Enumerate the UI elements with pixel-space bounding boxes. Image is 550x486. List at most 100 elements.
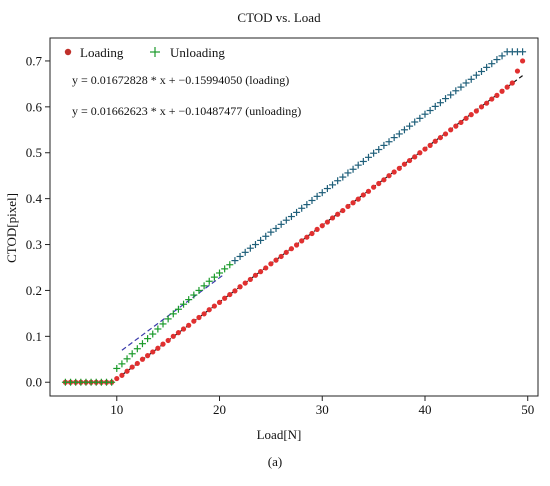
unloading-point [431, 102, 439, 110]
unloading-point [308, 196, 316, 204]
loading-point [391, 169, 397, 175]
legend-unloading-marker [150, 47, 160, 57]
loading-point [124, 368, 130, 374]
unloading-point [210, 273, 218, 281]
unloading-point [344, 169, 352, 177]
loading-point [134, 360, 140, 367]
y-tick-label: 0.4 [26, 191, 43, 206]
unloading-point [231, 257, 239, 265]
unloading-point [262, 232, 270, 240]
unloading-point [287, 213, 295, 221]
unloading-point [216, 269, 224, 277]
loading-point [288, 246, 295, 252]
unloading-point [251, 241, 259, 249]
x-axis-label: Load[N] [257, 427, 302, 442]
plot-frame [49, 37, 539, 397]
unloading-point [400, 126, 408, 134]
unloading-point [411, 118, 419, 126]
unloading-point [477, 68, 485, 76]
x-tick-label: 20 [213, 402, 226, 417]
x-tick-label: 30 [316, 402, 329, 417]
loading-point [489, 96, 495, 102]
loading-point [473, 108, 479, 114]
unloading-point [318, 189, 326, 197]
loading-point [504, 84, 510, 90]
loading-point [371, 184, 377, 190]
loading-point [514, 68, 521, 74]
unloading-point [257, 236, 265, 244]
unloading-point [113, 364, 121, 372]
unloading-point [241, 248, 249, 256]
unloading-point [436, 99, 444, 107]
loading-point [463, 115, 469, 121]
legend-loading-marker [64, 48, 72, 56]
loading-point [417, 150, 423, 156]
unloading-point [108, 378, 116, 386]
unloading-point [169, 310, 177, 318]
loading-point [170, 333, 176, 339]
loading-point [427, 142, 433, 148]
loading-point [283, 249, 289, 255]
loading-point [258, 269, 264, 275]
unloading-point [277, 220, 285, 228]
loading-point [360, 192, 366, 198]
loading-point [499, 88, 505, 94]
y-tick-label: 0.2 [26, 283, 42, 298]
unloading-point [406, 122, 414, 130]
y-tick-label: 0.7 [26, 53, 43, 68]
loading-point [509, 80, 515, 86]
loading-point [191, 318, 197, 324]
unloading-point [221, 265, 229, 273]
unloading-point [226, 261, 234, 269]
unloading-point [313, 192, 321, 200]
legend-unloading-label: Unloading [170, 45, 225, 60]
y-tick-label: 0.6 [26, 99, 43, 114]
loading-point [437, 134, 443, 141]
loading-point [227, 291, 233, 298]
unloading-point [298, 204, 306, 212]
unloading-point [144, 335, 152, 343]
loading-point [365, 188, 372, 194]
loading-point [201, 311, 207, 317]
loading-point [401, 161, 408, 167]
unloading-point [462, 79, 470, 87]
unloading-point [416, 114, 424, 122]
unloading-point [293, 208, 301, 216]
chart-title: CTOD vs. Load [237, 10, 321, 25]
unloading-point [339, 173, 347, 181]
unloading-point [272, 224, 280, 232]
unloading-point [195, 286, 203, 294]
unloading-point [385, 138, 393, 146]
loading-point [278, 253, 284, 260]
loading-point [299, 238, 305, 244]
loading-point [247, 276, 253, 283]
unloading-point [118, 360, 126, 368]
loading-point [458, 119, 464, 126]
loading-point [263, 265, 269, 271]
unloading-point [180, 300, 188, 308]
unloading-point [128, 350, 136, 358]
x-tick-label: 50 [521, 402, 534, 417]
unloading-point [200, 282, 208, 290]
unloading-point [472, 71, 480, 79]
x-tick-label: 10 [110, 402, 123, 417]
unloading-point [447, 91, 455, 99]
unloading-point [138, 340, 146, 348]
loading-point [196, 314, 202, 321]
loading-point [345, 203, 351, 210]
unloading-point [442, 95, 450, 103]
unloading-point [359, 157, 367, 165]
unloading-point [375, 146, 383, 154]
unloading-point [390, 134, 398, 142]
y-axis: 0.0 0.1 0.2 0.3 0.4 0.5 0.6 0.7 [26, 53, 50, 390]
fit-equation-loading: y = 0.01672828 * x + −0.15994050 (loadin… [72, 73, 289, 87]
loading-point [180, 326, 187, 332]
unloading-point [395, 130, 403, 138]
x-tick-label: 40 [418, 402, 431, 417]
loading-point [232, 288, 238, 294]
loading-point [422, 146, 428, 152]
loading-point [324, 219, 330, 225]
loading-point [448, 127, 454, 133]
unloading-point [498, 52, 506, 60]
loading-point [114, 375, 120, 382]
